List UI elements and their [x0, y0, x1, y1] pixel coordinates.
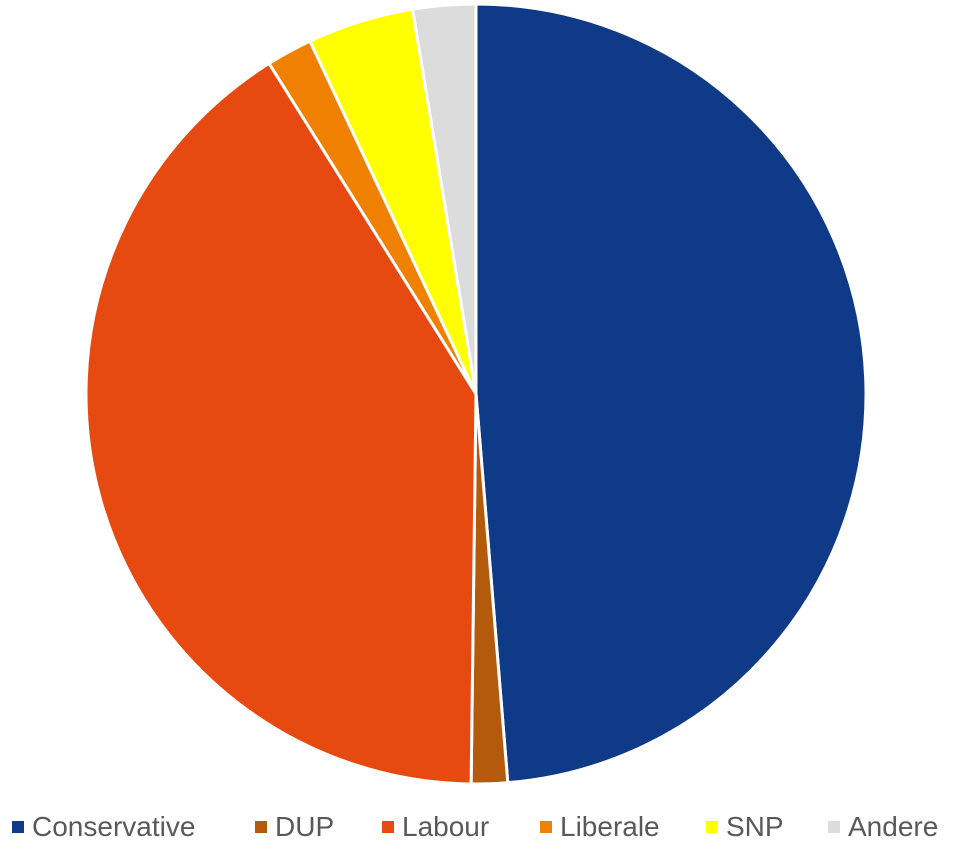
legend-label: Labour — [402, 811, 489, 842]
legend-swatch — [12, 821, 24, 833]
legend-item-liberale: Liberale — [540, 811, 660, 842]
legend-item-conservative: Conservative — [12, 811, 195, 842]
pie-slice-conservative — [474, 2, 868, 785]
legend-swatch — [706, 821, 718, 833]
pie-slice-labour — [84, 61, 478, 786]
legend-item-snp: SNP — [706, 811, 784, 842]
legend-swatch — [255, 821, 267, 833]
legend-swatch — [828, 821, 840, 833]
legend-item-labour: Labour — [382, 811, 489, 842]
legend-swatch — [540, 821, 552, 833]
legend-label: Liberale — [560, 811, 660, 842]
pie-slices — [84, 2, 868, 786]
legend-label: DUP — [275, 811, 334, 842]
legend-label: Andere — [848, 811, 938, 842]
legend-label: SNP — [726, 811, 784, 842]
pie-slice-andere — [411, 2, 478, 396]
legend-item-dup: DUP — [255, 811, 334, 842]
legend-label: Conservative — [32, 811, 195, 842]
legend: Conservative DUP Labour Liberale SNP Andere — [12, 811, 938, 842]
legend-item-andere: Andere — [828, 811, 938, 842]
legend-swatch — [382, 821, 394, 833]
